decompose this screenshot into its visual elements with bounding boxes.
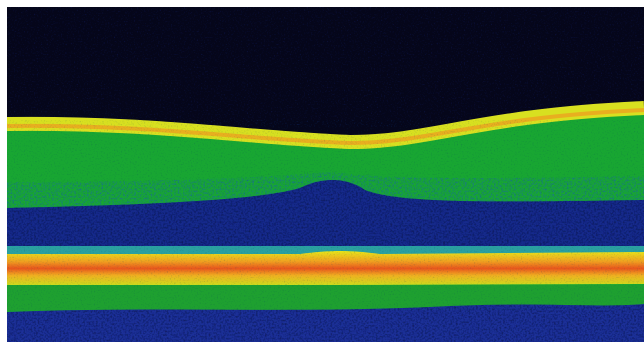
speckle-overlay — [7, 120, 644, 342]
scan-layers — [7, 7, 644, 342]
page — [0, 0, 644, 342]
oct-scan — [0, 0, 644, 342]
